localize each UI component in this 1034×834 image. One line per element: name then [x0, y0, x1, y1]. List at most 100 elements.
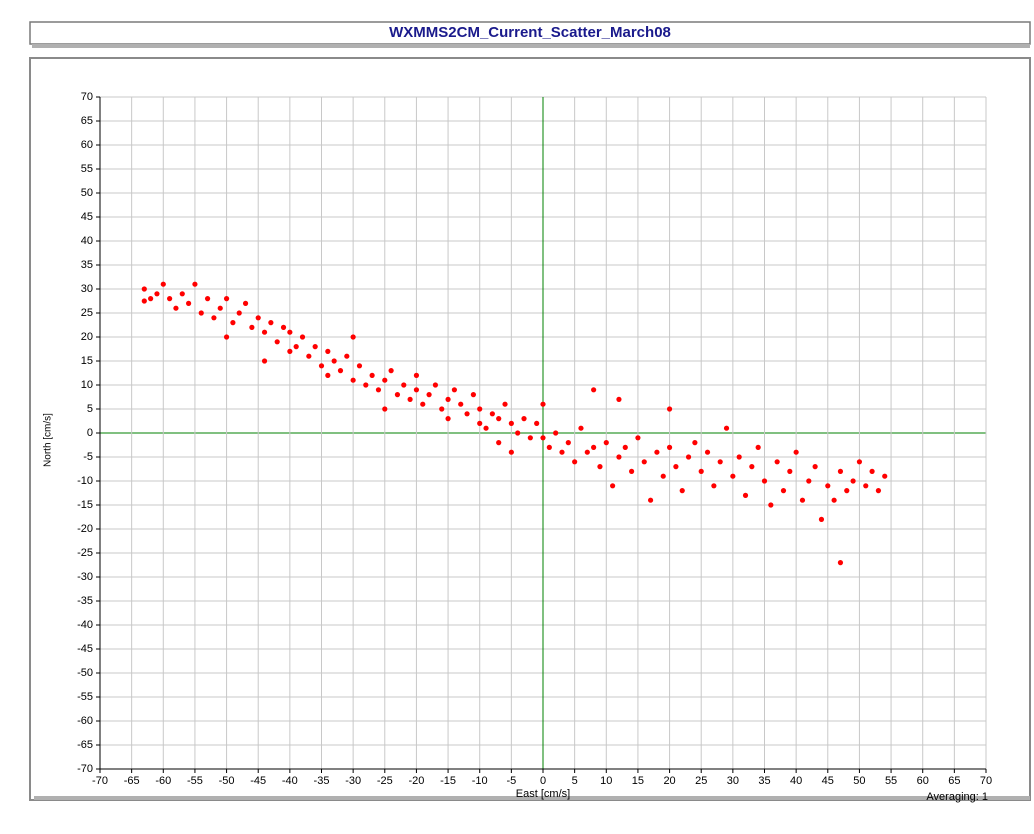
- point: [666, 444, 673, 450]
- point: [578, 425, 584, 431]
- y-axis-label: North [cm/s]: [43, 413, 54, 467]
- point: [261, 358, 268, 364]
- point: [287, 329, 293, 335]
- point: [610, 483, 616, 489]
- point: [413, 387, 420, 393]
- point: [287, 348, 293, 354]
- x-tick-label: -65: [124, 775, 140, 787]
- point: [382, 377, 388, 383]
- point: [154, 291, 160, 297]
- point: [787, 468, 793, 474]
- point: [603, 440, 609, 446]
- y-tick-label: -10: [77, 475, 93, 487]
- y-tick-label: -40: [77, 619, 93, 631]
- point: [141, 298, 147, 304]
- point: [388, 368, 394, 374]
- point: [325, 372, 331, 378]
- panel-shadow: [34, 796, 1030, 800]
- point: [553, 430, 559, 436]
- y-tick-label: -35: [77, 595, 93, 607]
- point: [445, 416, 451, 422]
- point: [774, 459, 780, 465]
- point: [527, 435, 533, 441]
- point: [616, 454, 622, 460]
- x-tick-label: 35: [758, 775, 770, 787]
- point: [818, 516, 825, 523]
- x-tick-label: 65: [948, 775, 960, 787]
- point: [369, 372, 375, 378]
- point: [350, 377, 356, 383]
- point: [812, 464, 818, 470]
- y-tick-label: 0: [87, 427, 93, 439]
- point: [685, 454, 692, 460]
- point: [420, 401, 426, 407]
- point: [584, 449, 590, 455]
- point: [439, 406, 445, 412]
- point: [673, 464, 679, 470]
- point: [711, 483, 717, 489]
- x-tick-label: 55: [885, 775, 897, 787]
- point: [255, 315, 261, 321]
- x-tick-label: -30: [345, 775, 361, 787]
- point: [508, 449, 514, 455]
- point: [382, 406, 388, 412]
- point: [559, 449, 565, 455]
- x-axis-label: East [cm/s]: [516, 788, 570, 800]
- y-tick-label: 50: [81, 187, 93, 199]
- point: [654, 449, 660, 455]
- point: [837, 560, 844, 566]
- point: [749, 464, 755, 470]
- y-tick-label: 10: [81, 379, 93, 391]
- point: [167, 296, 173, 302]
- point: [717, 459, 723, 465]
- y-tick-label: 15: [81, 355, 93, 367]
- point: [274, 339, 280, 345]
- point: [464, 411, 470, 417]
- y-tick-label: 5: [87, 403, 93, 415]
- annotation: Averaging: 1: [926, 791, 988, 803]
- point: [141, 286, 147, 292]
- x-tick-label: 70: [980, 775, 992, 787]
- point: [521, 416, 527, 422]
- point: [863, 483, 869, 489]
- point: [635, 435, 641, 441]
- y-tick-label: 40: [81, 235, 93, 247]
- point: [755, 444, 761, 450]
- y-tick-label: -5: [83, 451, 93, 463]
- x-tick-label: -15: [440, 775, 456, 787]
- point: [565, 440, 571, 446]
- y-tick-label: 65: [81, 115, 93, 127]
- point: [546, 444, 552, 450]
- point: [666, 406, 673, 412]
- point: [401, 382, 407, 388]
- point: [413, 372, 420, 378]
- y-tick-label: 30: [81, 283, 93, 295]
- point: [375, 387, 382, 393]
- x-tick-label: 25: [695, 775, 707, 787]
- point: [179, 291, 185, 297]
- x-tick-label: 5: [572, 775, 578, 787]
- x-tick-label: -10: [472, 775, 488, 787]
- point: [825, 483, 831, 489]
- point: [299, 334, 306, 340]
- x-tick-label: 40: [790, 775, 802, 787]
- point: [496, 416, 502, 422]
- point: [211, 315, 217, 321]
- point: [647, 497, 654, 503]
- point: [768, 502, 774, 508]
- y-tick-label: 25: [81, 307, 93, 319]
- point: [451, 387, 457, 393]
- point: [489, 411, 495, 417]
- point: [591, 444, 597, 450]
- point: [540, 435, 546, 441]
- point: [704, 449, 711, 455]
- point: [217, 305, 223, 311]
- point: [160, 281, 166, 287]
- x-tick-label: -40: [282, 775, 298, 787]
- point: [350, 334, 356, 340]
- y-tick-label: 45: [81, 211, 93, 223]
- point: [186, 300, 192, 306]
- point: [331, 358, 337, 364]
- point: [780, 488, 787, 494]
- point: [394, 392, 401, 398]
